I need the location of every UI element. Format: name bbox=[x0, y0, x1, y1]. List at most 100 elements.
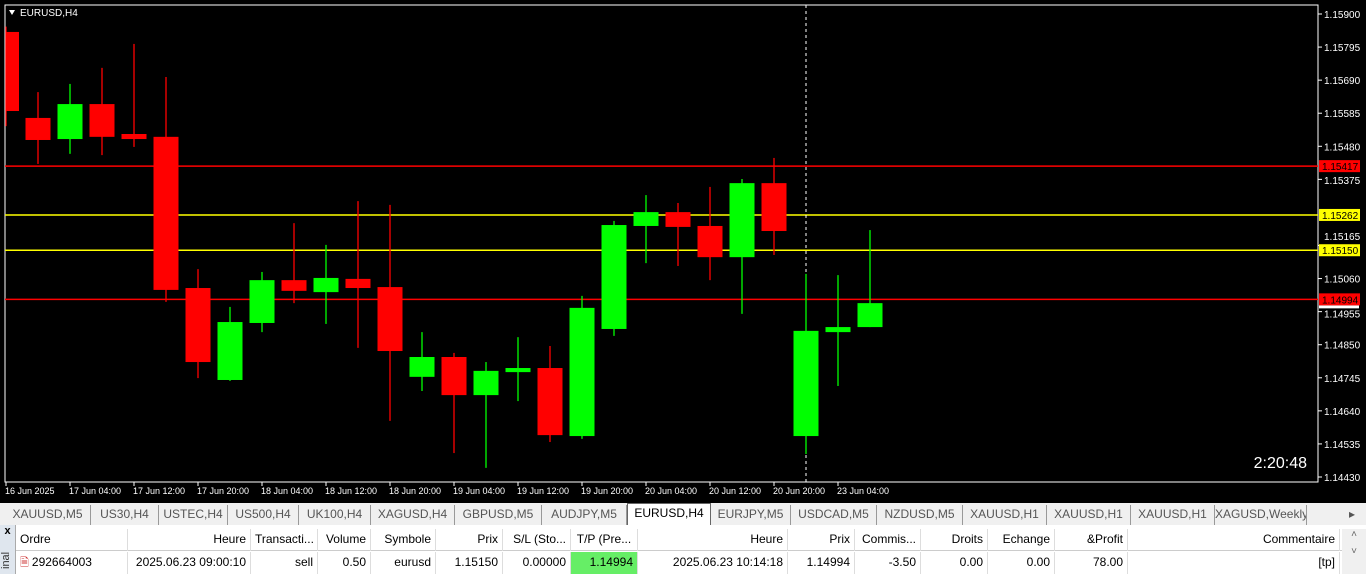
candle-body bbox=[6, 31, 19, 112]
table-cell: -3.50 bbox=[855, 552, 921, 574]
tab-uk100-h4[interactable]: UK100,H4 bbox=[299, 505, 371, 525]
column-header[interactable]: Symbole bbox=[371, 529, 436, 551]
column-header[interactable]: Heure bbox=[128, 529, 251, 551]
candle bbox=[665, 202, 691, 266]
scroll-up-icon[interactable]: ˄ bbox=[1351, 529, 1357, 540]
candle bbox=[857, 230, 883, 328]
column-header[interactable]: Volume bbox=[318, 529, 371, 551]
price-tick-label: 1.14535 bbox=[1324, 440, 1361, 451]
column-header[interactable]: Transacti... bbox=[251, 529, 318, 551]
candle bbox=[505, 337, 531, 402]
candle bbox=[185, 269, 211, 379]
table-cell: 78.00 bbox=[1055, 552, 1128, 574]
tab-xauusd-h1[interactable]: XAUUSD,H1 bbox=[1131, 505, 1215, 525]
price-tick-label: 1.14640 bbox=[1324, 407, 1361, 418]
candle bbox=[217, 306, 243, 381]
vertical-scrollbar[interactable]: ˄ ˅ bbox=[1342, 529, 1366, 574]
time-tick-label: 19 Jun 12:00 bbox=[517, 486, 569, 496]
tab-xagusd-h4[interactable]: XAGUSD,H4 bbox=[371, 505, 455, 525]
tab-xauusd-h1[interactable]: XAUUSD,H1 bbox=[963, 505, 1047, 525]
price-tick-label: 1.15060 bbox=[1324, 275, 1361, 286]
time-tick-label: 18 Jun 04:00 bbox=[261, 486, 313, 496]
candle bbox=[281, 223, 307, 304]
candle-body bbox=[665, 212, 691, 227]
close-icon[interactable]: x bbox=[4, 525, 11, 537]
candle-body bbox=[217, 322, 243, 380]
tab-xauusd-m5[interactable]: XAUUSD,M5 bbox=[5, 505, 91, 525]
candle bbox=[537, 345, 563, 443]
price-tick-label: 1.15165 bbox=[1324, 232, 1361, 243]
candle-body bbox=[729, 183, 755, 258]
tab-audjpy-m5[interactable]: AUDJPY,M5 bbox=[542, 505, 627, 525]
level-price-label-bg bbox=[1319, 244, 1360, 257]
candle bbox=[601, 220, 627, 336]
candle bbox=[697, 186, 723, 281]
price-tick-label: 1.15585 bbox=[1324, 109, 1361, 120]
column-header[interactable]: Commentaire bbox=[1128, 529, 1340, 551]
tab-xauusd-h1[interactable]: XAUUSD,H1 bbox=[1047, 505, 1131, 525]
table-cell: 1.14994 bbox=[788, 552, 855, 574]
column-header[interactable]: Commis... bbox=[855, 529, 921, 551]
tab-usdcad-m5[interactable]: USDCAD,M5 bbox=[791, 505, 877, 525]
candle-timer: 2:20:48 bbox=[1254, 455, 1307, 472]
candle-body bbox=[761, 183, 787, 232]
candle bbox=[729, 179, 755, 314]
candle bbox=[249, 271, 275, 333]
terminal-label: inal bbox=[0, 551, 12, 569]
time-tick-label: 17 Jun 04:00 bbox=[69, 486, 121, 496]
tab-eurusd-h4[interactable]: EURUSD,H4 bbox=[627, 503, 711, 526]
price-tick-label: 1.14955 bbox=[1324, 309, 1361, 320]
candle-body bbox=[601, 225, 627, 329]
table-cell: 1.14994 bbox=[571, 552, 638, 574]
time-tick-label: 16 Jun 2025 bbox=[5, 486, 55, 496]
tab-nzdusd-m5[interactable]: NZDUSD,M5 bbox=[877, 505, 963, 525]
table-row[interactable]: 🗎 292664003 2025.06.23 09:00:10 sell 0.50 eu… bbox=[16, 552, 1342, 574]
candle-body bbox=[409, 356, 435, 377]
level-price-label-bg bbox=[1319, 208, 1360, 221]
candle bbox=[345, 201, 371, 348]
candle-body bbox=[793, 330, 819, 437]
candle-body bbox=[505, 368, 531, 373]
candle-body bbox=[249, 280, 275, 323]
dropdown-triangle-icon[interactable] bbox=[9, 10, 15, 15]
table-cell: 0.00 bbox=[921, 552, 988, 574]
tab-xagusd-weekly[interactable]: XAGUSD,Weekly bbox=[1215, 505, 1307, 525]
level-price-label: 1.15417 bbox=[1322, 162, 1359, 173]
table-cell: sell bbox=[251, 552, 318, 574]
price-chart[interactable]: 1.15900 1.15795 1.15690 1.15585 1.15480 1.153… bbox=[0, 0, 1366, 500]
column-header[interactable]: Ordre bbox=[16, 529, 128, 551]
time-tick-label: 19 Jun 20:00 bbox=[581, 486, 633, 496]
table-cell: 2025.06.23 10:14:18 bbox=[638, 552, 788, 574]
candle-body bbox=[633, 212, 659, 226]
level-price-label-bg bbox=[1319, 293, 1360, 306]
candle bbox=[409, 332, 435, 392]
tab-gbpusd-m5[interactable]: GBPUSD,M5 bbox=[455, 505, 542, 525]
price-tick-label: 1.15690 bbox=[1324, 76, 1361, 87]
tab-ustec-h4[interactable]: USTEC,H4 bbox=[159, 505, 228, 525]
column-header[interactable]: Prix bbox=[436, 529, 503, 551]
candle-body bbox=[441, 356, 467, 396]
column-header[interactable]: &Profit bbox=[1055, 529, 1128, 551]
candle bbox=[89, 67, 115, 156]
column-header[interactable]: Prix bbox=[788, 529, 855, 551]
column-header[interactable]: S/L (Sto... bbox=[503, 529, 571, 551]
table-cell: [tp] bbox=[1128, 552, 1340, 574]
candle bbox=[473, 362, 499, 468]
tab-us500-h4[interactable]: US500,H4 bbox=[228, 505, 299, 525]
candle bbox=[57, 83, 83, 154]
candle-body bbox=[825, 327, 851, 333]
tab-us30-h4[interactable]: US30,H4 bbox=[91, 505, 159, 525]
price-tick-label: 1.14850 bbox=[1324, 341, 1361, 352]
column-header[interactable]: T/P (Pre... bbox=[571, 529, 638, 551]
candle-body bbox=[121, 134, 147, 140]
candle bbox=[569, 295, 595, 439]
tab-scroll-right-icon[interactable]: ▸ bbox=[1348, 507, 1356, 521]
tab-eurjpy-m5[interactable]: EURJPY,M5 bbox=[711, 505, 791, 525]
column-header[interactable]: Heure bbox=[638, 529, 788, 551]
candle-body bbox=[697, 225, 723, 258]
order-id: 292664003 bbox=[31, 555, 92, 569]
column-header[interactable]: Droits bbox=[921, 529, 988, 551]
scroll-down-icon[interactable]: ˅ bbox=[1351, 546, 1357, 557]
column-header[interactable]: Echange bbox=[988, 529, 1055, 551]
order-document-icon: 🗎 bbox=[20, 557, 32, 569]
